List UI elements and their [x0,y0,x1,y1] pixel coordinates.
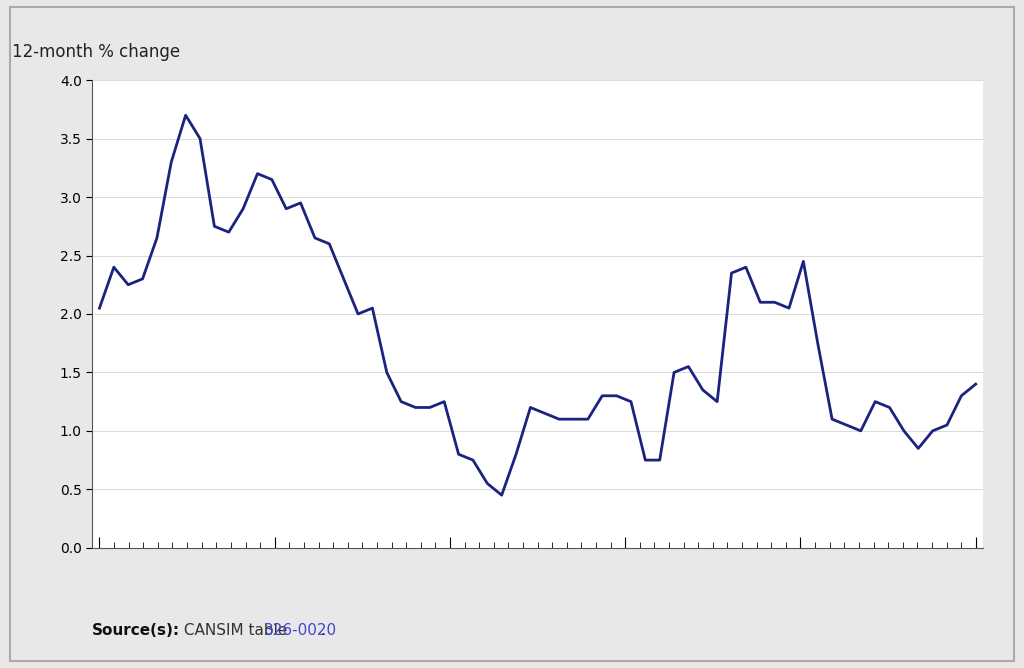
Text: 12-month % change: 12-month % change [12,43,180,61]
Text: CANSIM table: CANSIM table [179,623,293,637]
Text: 326-0020: 326-0020 [264,623,337,637]
Text: .: . [321,623,326,637]
Text: Source(s):: Source(s): [92,623,180,637]
